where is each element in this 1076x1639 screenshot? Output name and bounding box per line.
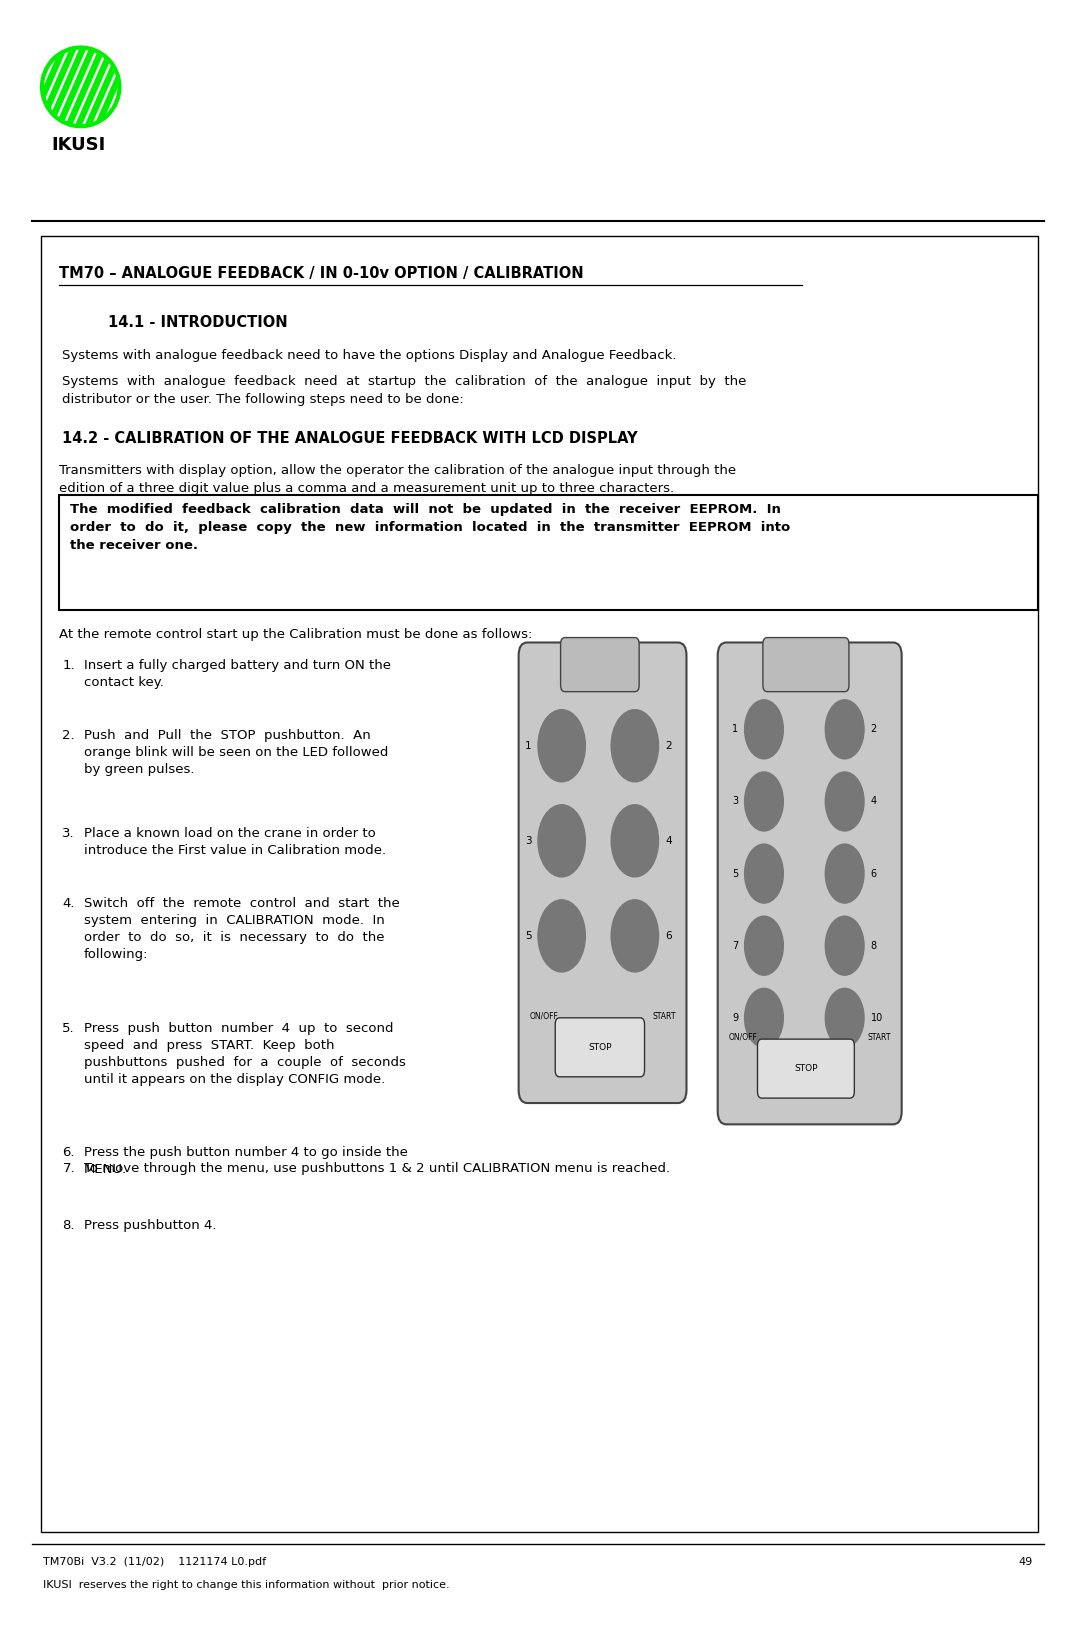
Text: Press the push button number 4 to go inside the
MENU.: Press the push button number 4 to go ins… xyxy=(84,1147,408,1177)
Text: TM70 – ANALOGUE FEEDBACK / IN 0-10v OPTION / CALIBRATION: TM70 – ANALOGUE FEEDBACK / IN 0-10v OPTI… xyxy=(59,266,584,280)
Text: 3.: 3. xyxy=(62,828,75,839)
Text: 7: 7 xyxy=(732,941,738,951)
Text: The  modified  feedback  calibration  data  will  not  be  updated  in  the  rec: The modified feedback calibration data w… xyxy=(70,503,790,552)
Text: Transmitters with display option, allow the operator the calibration of the anal: Transmitters with display option, allow … xyxy=(59,464,736,495)
Text: Insert a fully charged battery and turn ON the
contact key.: Insert a fully charged battery and turn … xyxy=(84,659,391,688)
Text: STOP: STOP xyxy=(589,1042,611,1052)
Text: Push  and  Pull  the  STOP  pushbutton.  An
orange blink will be seen on the LED: Push and Pull the STOP pushbutton. An or… xyxy=(84,729,388,777)
Text: 5: 5 xyxy=(525,931,532,941)
Circle shape xyxy=(538,805,585,877)
Bar xyxy=(41,236,1038,1532)
Text: 2.: 2. xyxy=(62,729,75,742)
FancyBboxPatch shape xyxy=(763,638,849,692)
Text: Place a known load on the crane in order to
introduce the First value in Calibra: Place a known load on the crane in order… xyxy=(84,828,386,857)
Circle shape xyxy=(538,900,585,972)
Text: 4: 4 xyxy=(665,836,671,846)
Text: 8: 8 xyxy=(870,941,877,951)
Circle shape xyxy=(745,916,783,975)
Text: IKUSI: IKUSI xyxy=(52,136,105,154)
Circle shape xyxy=(825,844,864,903)
Text: IKUSI  reserves the right to change this information without  prior notice.: IKUSI reserves the right to change this … xyxy=(43,1580,450,1590)
Text: 14.2 - CALIBRATION OF THE ANALOGUE FEEDBACK WITH LCD DISPLAY: 14.2 - CALIBRATION OF THE ANALOGUE FEEDB… xyxy=(62,431,638,446)
Circle shape xyxy=(611,710,659,782)
Text: 4: 4 xyxy=(870,797,877,806)
FancyBboxPatch shape xyxy=(718,642,902,1124)
Text: Systems with analogue feedback need to have the options Display and Analogue Fee: Systems with analogue feedback need to h… xyxy=(62,349,677,362)
Text: Press  push  button  number  4  up  to  second
speed  and  press  START.  Keep  : Press push button number 4 up to second … xyxy=(84,1023,406,1087)
Text: START: START xyxy=(652,1011,676,1021)
Circle shape xyxy=(825,988,864,1047)
Circle shape xyxy=(745,772,783,831)
Text: Systems  with  analogue  feedback  need  at  startup  the  calibration  of  the : Systems with analogue feedback need at s… xyxy=(62,375,747,406)
Text: START: START xyxy=(867,1033,891,1042)
Bar xyxy=(59,495,1038,610)
Circle shape xyxy=(611,805,659,877)
Text: 6.: 6. xyxy=(62,1147,75,1159)
Text: 5.: 5. xyxy=(62,1023,75,1034)
Circle shape xyxy=(611,900,659,972)
Text: 2: 2 xyxy=(870,724,877,734)
Text: TM70Bi  V3.2  (11/02)    1121174 L0.pdf: TM70Bi V3.2 (11/02) 1121174 L0.pdf xyxy=(43,1557,266,1567)
Text: 2: 2 xyxy=(665,741,671,751)
Text: Press pushbutton 4.: Press pushbutton 4. xyxy=(84,1219,216,1233)
Text: 7.: 7. xyxy=(62,1162,75,1175)
FancyBboxPatch shape xyxy=(519,642,686,1103)
Text: ON/OFF: ON/OFF xyxy=(529,1011,558,1021)
Text: Switch  off  the  remote  control  and  start  the
system  entering  in  CALIBRA: Switch off the remote control and start … xyxy=(84,898,399,962)
Text: ON/OFF: ON/OFF xyxy=(728,1033,758,1042)
Circle shape xyxy=(745,988,783,1047)
Text: 14.1 - INTRODUCTION: 14.1 - INTRODUCTION xyxy=(108,315,287,329)
Text: 1: 1 xyxy=(732,724,738,734)
Circle shape xyxy=(825,916,864,975)
Text: 49: 49 xyxy=(1019,1557,1033,1567)
Text: At the remote control start up the Calibration must be done as follows:: At the remote control start up the Calib… xyxy=(59,628,533,641)
FancyBboxPatch shape xyxy=(758,1039,854,1098)
Circle shape xyxy=(538,710,585,782)
Ellipse shape xyxy=(42,48,119,126)
Circle shape xyxy=(825,700,864,759)
Text: 4.: 4. xyxy=(62,898,75,910)
Text: 6: 6 xyxy=(870,869,877,879)
Text: 1: 1 xyxy=(525,741,532,751)
Text: 9: 9 xyxy=(732,1013,738,1023)
Circle shape xyxy=(825,772,864,831)
Text: 6: 6 xyxy=(665,931,671,941)
Text: 10: 10 xyxy=(870,1013,882,1023)
Text: 5: 5 xyxy=(732,869,738,879)
Text: To move through the menu, use pushbuttons 1 & 2 until CALIBRATION menu is reache: To move through the menu, use pushbutton… xyxy=(84,1162,670,1175)
Text: 3: 3 xyxy=(525,836,532,846)
Text: 3: 3 xyxy=(732,797,738,806)
Text: 8.: 8. xyxy=(62,1219,75,1233)
FancyBboxPatch shape xyxy=(555,1018,645,1077)
Text: 1.: 1. xyxy=(62,659,75,672)
Circle shape xyxy=(745,700,783,759)
FancyBboxPatch shape xyxy=(561,638,639,692)
Text: STOP: STOP xyxy=(794,1064,818,1074)
Circle shape xyxy=(745,844,783,903)
